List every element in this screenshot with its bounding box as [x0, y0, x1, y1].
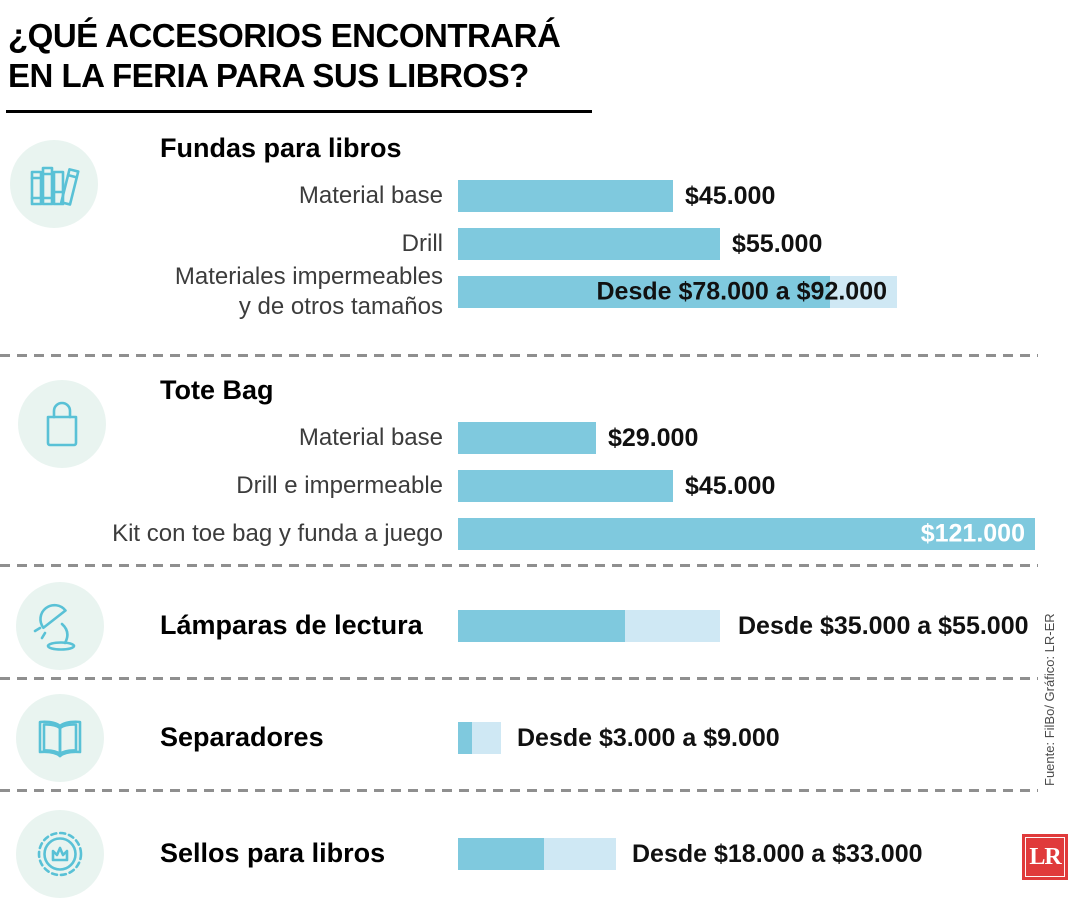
section-title-tote-bag: Tote Bag [160, 375, 274, 405]
tote-bag-icon [18, 380, 106, 468]
bar-range [625, 610, 720, 642]
section-divider [0, 564, 1038, 567]
bar-track [458, 470, 673, 502]
stamp-icon [16, 810, 104, 898]
bar-row: Materiales impermeables y de otros tamaño… [0, 263, 1080, 320]
page-title-line2: EN LA FERIA PARA SUS LIBROS? [8, 57, 529, 95]
row-label: Drill e impermeable [236, 472, 443, 499]
bar-track [458, 610, 720, 642]
open-book-icon [16, 694, 104, 782]
bar-solid [458, 228, 720, 260]
bar-solid [458, 610, 625, 642]
value-label: Desde $78.000 a $92.000 [596, 277, 887, 306]
bar-track: $121.000 [458, 518, 1035, 550]
section-divider [0, 789, 1038, 792]
bar-solid [458, 518, 1035, 550]
bar-row: Desde $3.000 a $9.000 [0, 722, 1080, 754]
bar-range [544, 838, 616, 870]
row-label: Material base [298, 424, 443, 451]
bar-row: Desde $35.000 a $55.000 [0, 610, 1080, 642]
value-label: $55.000 [732, 229, 823, 258]
bar-row: Material base $45.000 [0, 180, 1080, 212]
section-title-lamparas: Lámparas de lectura [160, 610, 423, 640]
lamp-icon [16, 582, 104, 670]
bar-row: Drill e impermeable $45.000 [0, 470, 1080, 502]
row-label: Material base [298, 182, 443, 209]
row-label-line1: Materiales impermeables [174, 263, 443, 290]
section-title-sellos: Sellos para libros [160, 838, 386, 868]
bar-track [458, 228, 720, 260]
page-title: ¿QUÉ ACCESORIOS ENCONTRARÁ EN LA FERIA PA… [8, 16, 561, 97]
page-title-line1: ¿QUÉ ACCESORIOS ENCONTRARÁ [8, 17, 561, 54]
bar-row: Kit con toe bag y funda a juego $121.000 [0, 518, 1080, 550]
bar-row: Drill $55.000 [0, 228, 1080, 260]
row-label: Materiales impermeables y de otros tamaño… [0, 262, 443, 322]
value-label: $121.000 [920, 519, 1025, 548]
bar-track: Desde $78.000 a $92.000 [458, 276, 897, 308]
bar-solid [458, 838, 544, 870]
value-label: Desde $18.000 a $33.000 [632, 839, 923, 868]
bar-track [458, 838, 616, 870]
lr-logo: LR [1022, 834, 1068, 880]
bar-track [458, 422, 596, 454]
lr-logo-frame: LR [1025, 837, 1065, 877]
bar-track [458, 180, 673, 212]
bar-solid [458, 470, 673, 502]
section-title-separadores: Separadores [160, 722, 324, 752]
value-label: $45.000 [685, 181, 776, 210]
section-divider [0, 354, 1038, 357]
value-label: $29.000 [608, 423, 699, 452]
row-label: Drill [401, 230, 443, 257]
bar-solid [458, 722, 472, 754]
source-credit: Fuente: FilBo/ Gráfico: LR-ER [1042, 613, 1057, 787]
bar-solid [458, 180, 673, 212]
bar-solid [458, 422, 596, 454]
bar-solid [458, 276, 830, 308]
row-label: Kit con toe bag y funda a juego [112, 520, 443, 547]
books-icon [10, 140, 98, 228]
lr-logo-text: LR [1029, 843, 1061, 870]
bar-range [472, 722, 501, 754]
section-title-fundas: Fundas para libros [160, 133, 402, 163]
value-label: Desde $35.000 a $55.000 [738, 611, 1029, 640]
value-label: Desde $3.000 a $9.000 [517, 723, 780, 752]
bar-range [830, 276, 897, 308]
section-divider [0, 677, 1038, 680]
title-underline [6, 110, 592, 113]
value-label: $45.000 [685, 471, 776, 500]
bar-row: Desde $18.000 a $33.000 [0, 838, 1080, 870]
bar-row: Material base $29.000 [0, 422, 1080, 454]
bar-track [458, 722, 501, 754]
row-label-line2: y de otros tamaños [238, 293, 443, 320]
